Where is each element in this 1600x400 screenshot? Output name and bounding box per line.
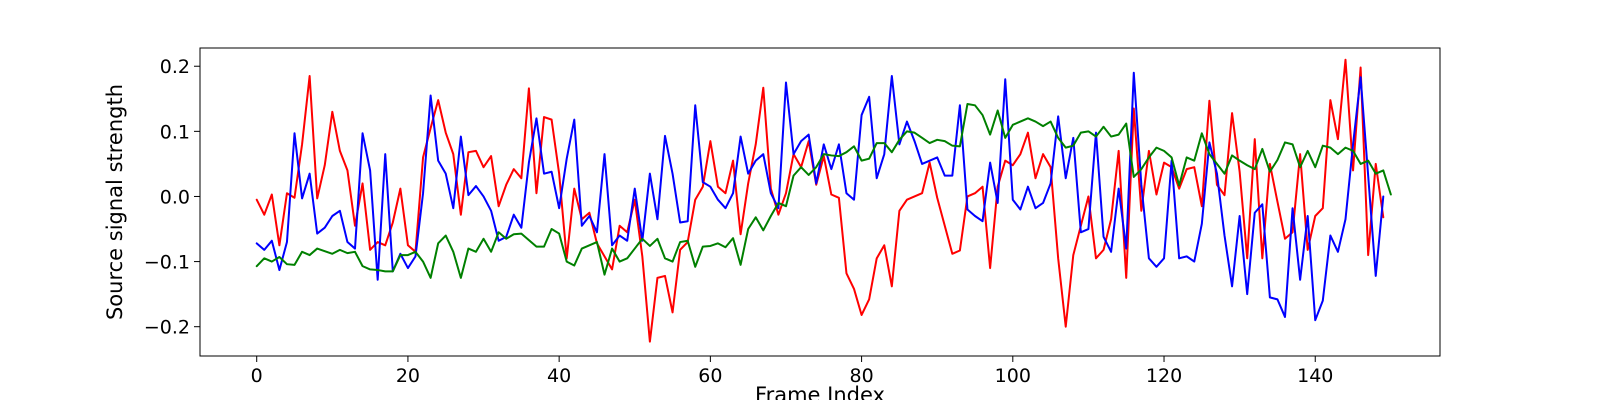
x-tick-label: 120 (1146, 365, 1182, 387)
x-tick-label: 20 (396, 365, 420, 387)
x-axis-title: Frame Index (755, 383, 885, 400)
x-tick-label: 60 (698, 365, 722, 387)
y-axis: −0.2 −0.1 0.0 0.1 0.2 (144, 56, 200, 339)
series-line-3 (255, 103, 1392, 279)
x-axis: 0 20 40 60 80 100 120 140 (251, 356, 1333, 387)
y-axis-title: Source signal strength (103, 84, 127, 320)
y-tick-label: 0.1 (160, 121, 190, 143)
x-tick-label: 40 (547, 365, 571, 387)
x-tick-label: 80 (849, 365, 873, 387)
y-tick-label: −0.2 (144, 317, 190, 339)
series-line-2 (255, 71, 1385, 322)
series-layer (255, 58, 1392, 343)
x-tick-label: 100 (995, 365, 1031, 387)
y-tick-label: 0.0 (160, 186, 190, 208)
y-tick-label: −0.1 (144, 252, 190, 274)
x-tick-label: 140 (1297, 365, 1333, 387)
series-line-1 (255, 58, 1385, 343)
y-tick-label: 0.2 (160, 56, 190, 78)
x-tick-label: 0 (251, 365, 263, 387)
plot-area-frame (199, 47, 1441, 357)
